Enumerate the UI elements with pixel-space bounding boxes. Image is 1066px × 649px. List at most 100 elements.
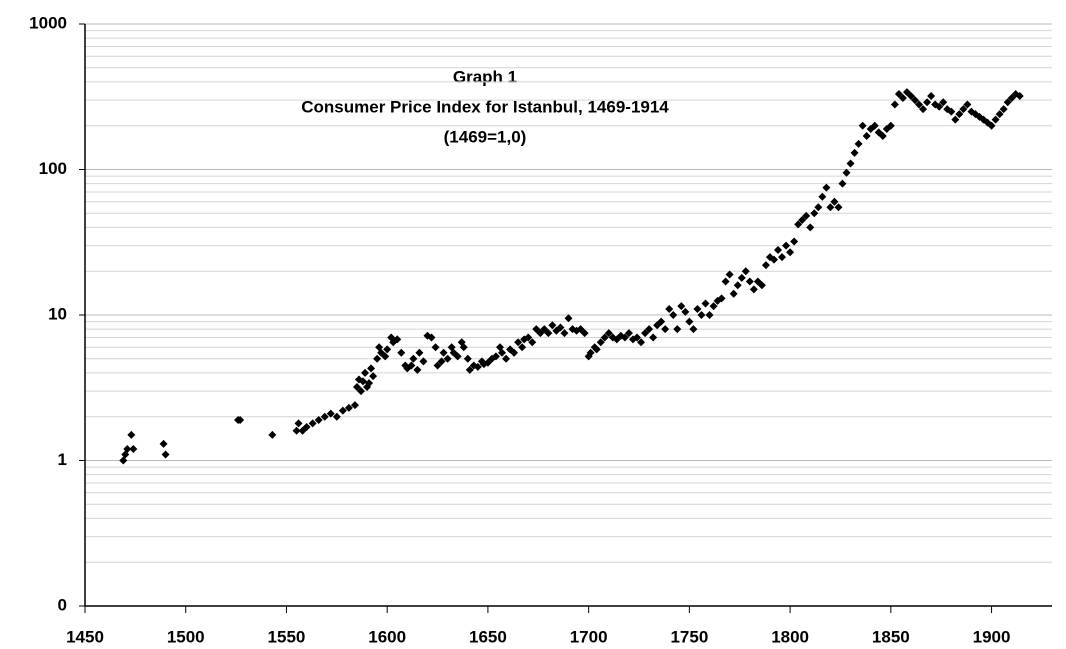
point [294, 419, 303, 428]
point [745, 277, 754, 286]
point [431, 343, 440, 352]
point [645, 325, 654, 334]
point [383, 345, 392, 354]
point [693, 304, 702, 313]
point [302, 422, 311, 431]
point [439, 348, 448, 357]
point [498, 348, 507, 357]
point [794, 220, 803, 229]
point [741, 267, 750, 276]
point [665, 304, 674, 313]
point [999, 105, 1008, 114]
point [1003, 98, 1012, 107]
point [955, 110, 964, 119]
point [657, 317, 666, 326]
point [947, 107, 956, 116]
point [367, 364, 376, 373]
point [427, 333, 436, 342]
point [491, 352, 500, 361]
point [350, 401, 359, 410]
point [352, 383, 361, 392]
point [320, 412, 329, 421]
point [939, 98, 948, 107]
point [338, 406, 347, 415]
point [890, 100, 899, 109]
point [119, 456, 128, 465]
x-tick-label: 1850 [872, 627, 910, 646]
point [540, 325, 549, 334]
point [1015, 92, 1024, 101]
point [830, 197, 839, 206]
point [919, 105, 928, 114]
point [413, 365, 422, 374]
x-tick-label: 1750 [670, 627, 708, 646]
point [850, 148, 859, 157]
point [463, 354, 472, 363]
point [437, 357, 446, 366]
point [586, 348, 595, 357]
point [774, 245, 783, 254]
point [314, 415, 323, 424]
point [544, 329, 553, 338]
point [502, 354, 511, 363]
point [624, 329, 633, 338]
point [790, 237, 799, 246]
point [161, 450, 170, 459]
point [332, 412, 341, 421]
point [842, 168, 851, 177]
x-tick-label: 1800 [771, 627, 809, 646]
x-tick-label: 1450 [66, 627, 104, 646]
point [121, 450, 130, 459]
x-tick-label: 1700 [570, 627, 608, 646]
x-tick-label: 1600 [368, 627, 406, 646]
point [510, 348, 519, 357]
point [673, 325, 682, 334]
point [818, 192, 827, 201]
x-tick-label: 1900 [973, 627, 1011, 646]
point [409, 354, 418, 363]
point [898, 94, 907, 103]
point [514, 338, 523, 347]
x-tick-label: 1550 [268, 627, 306, 646]
point [987, 121, 996, 130]
point [393, 335, 402, 344]
point [576, 325, 585, 334]
point [991, 115, 1000, 124]
y-tick-label: 1 [58, 450, 67, 469]
point [669, 311, 678, 319]
point [459, 343, 468, 352]
point [810, 209, 819, 218]
point [344, 403, 353, 412]
point [769, 255, 778, 264]
point [419, 357, 428, 366]
point [906, 92, 915, 101]
point [473, 362, 482, 371]
x-tick-label: 1650 [469, 627, 507, 646]
point [870, 121, 879, 130]
point [548, 321, 557, 330]
point [854, 139, 863, 148]
point [518, 343, 527, 352]
point [632, 333, 641, 342]
point [453, 352, 462, 361]
point [927, 92, 936, 101]
point [886, 121, 895, 130]
y-tick-label: 100 [39, 159, 67, 178]
point [415, 348, 424, 357]
chart-subtitle: Consumer Price Index for Istanbul, 1469-… [301, 97, 669, 116]
point [433, 361, 442, 370]
point [935, 102, 944, 111]
point [308, 419, 317, 428]
point [806, 223, 815, 232]
point [326, 409, 335, 418]
point [560, 329, 569, 338]
point [846, 159, 855, 168]
point [356, 387, 365, 396]
point [365, 379, 374, 388]
point [127, 430, 136, 439]
point [761, 261, 770, 270]
point [798, 215, 807, 224]
point [600, 333, 609, 342]
point [786, 248, 795, 257]
